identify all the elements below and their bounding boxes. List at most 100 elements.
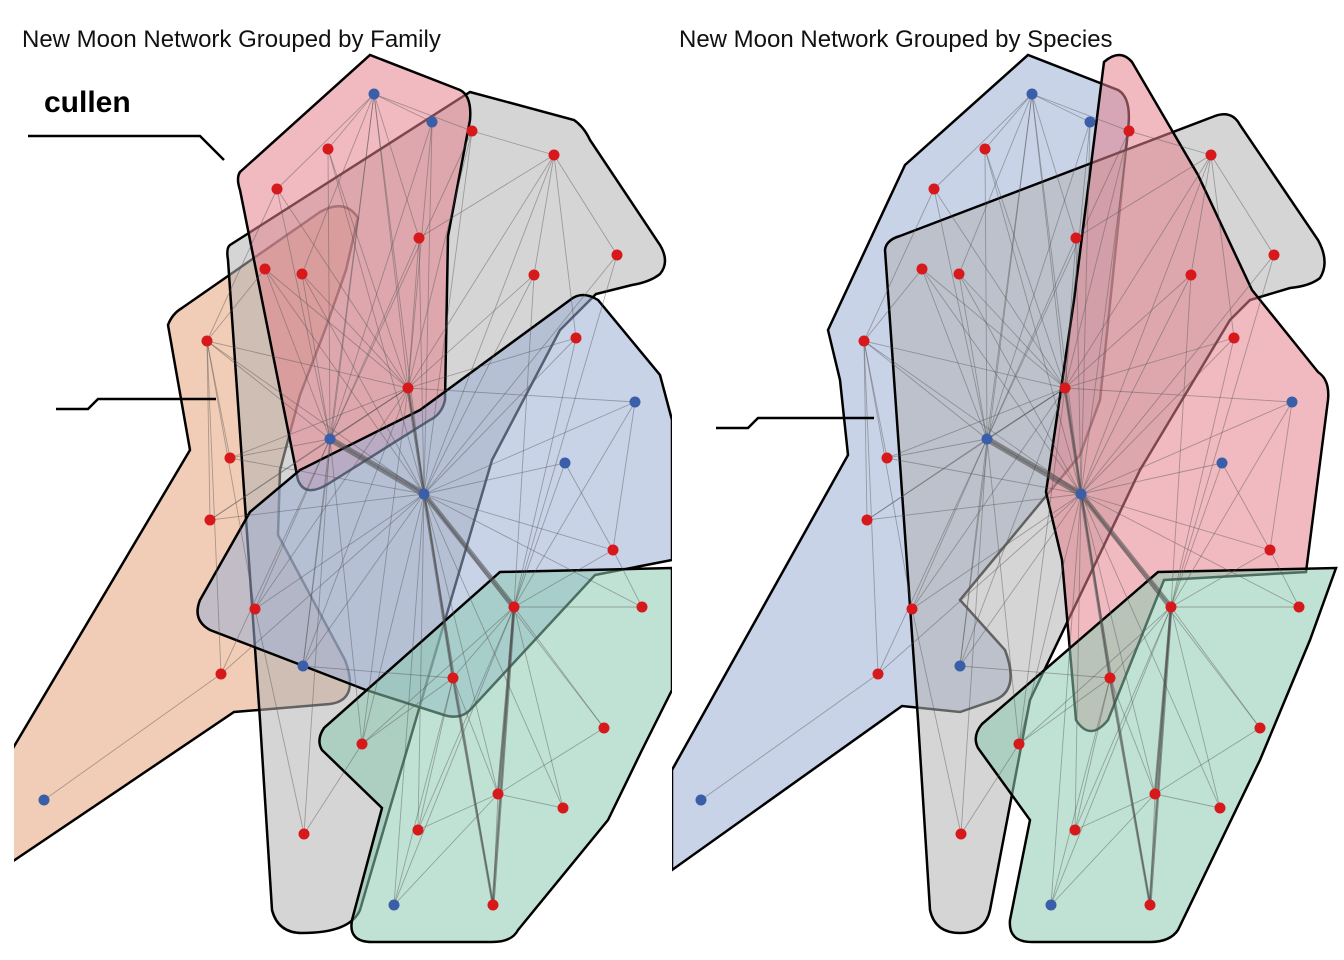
network-edge xyxy=(1128,130,1212,156)
network-edge xyxy=(958,93,1033,275)
network-edge xyxy=(1170,254,1275,608)
network-edge xyxy=(1079,493,1112,679)
right-network-panel xyxy=(672,53,1338,944)
network-edge xyxy=(302,93,375,667)
right-hulls xyxy=(672,53,1338,944)
node-red xyxy=(201,335,213,347)
network-edge xyxy=(986,387,1066,440)
network-edge xyxy=(264,268,409,389)
network-edge xyxy=(327,93,375,150)
network-edge xyxy=(513,549,614,608)
node-red xyxy=(636,601,648,613)
network-edge xyxy=(866,493,1082,521)
network-edge xyxy=(1050,677,1111,906)
network-edge xyxy=(959,387,1066,667)
network-edge xyxy=(513,462,566,608)
network-edge xyxy=(886,387,1066,459)
network-edge xyxy=(984,148,988,440)
network-edge xyxy=(423,154,555,495)
network-edge xyxy=(254,493,425,610)
node-red xyxy=(928,183,940,195)
node-red xyxy=(487,899,499,911)
network-edge xyxy=(417,493,425,831)
network-edge xyxy=(1108,677,1152,906)
node-blue xyxy=(629,396,641,408)
network-edge xyxy=(254,387,409,610)
network-edge xyxy=(1170,337,1235,608)
node-blue xyxy=(954,660,966,672)
network-edge xyxy=(373,93,433,123)
network-edge xyxy=(407,237,420,389)
node-blue xyxy=(1084,116,1096,128)
network-edge xyxy=(1064,387,1293,403)
node-red xyxy=(916,263,928,275)
network-edge xyxy=(933,93,1033,190)
network-edge xyxy=(1079,492,1173,609)
node-red xyxy=(492,788,504,800)
network-edge xyxy=(863,188,935,342)
network-edge xyxy=(423,493,499,795)
network-edge xyxy=(1170,606,1261,729)
node-red xyxy=(1293,601,1305,613)
network-edge xyxy=(302,438,331,667)
network-edge xyxy=(863,340,988,440)
network-edge xyxy=(1269,401,1293,551)
node-red xyxy=(1104,672,1116,684)
network-edge xyxy=(329,130,473,440)
network-edge xyxy=(960,743,1020,835)
network-edge xyxy=(327,148,425,495)
node-red xyxy=(412,824,424,836)
network-edge xyxy=(911,387,1066,610)
network-edge xyxy=(1064,121,1091,389)
network-edge xyxy=(209,387,409,521)
node-red xyxy=(1165,601,1177,613)
network-edge xyxy=(1170,606,1221,809)
network-edge xyxy=(958,273,1066,389)
network-edge xyxy=(329,237,420,440)
network-edge xyxy=(564,462,614,551)
network-edge xyxy=(1080,154,1212,495)
network-edge xyxy=(1080,462,1223,495)
network-edge xyxy=(423,121,433,495)
node-blue xyxy=(388,899,400,911)
network-edge xyxy=(1074,493,1082,831)
node-red xyxy=(1254,722,1266,734)
network-edge xyxy=(911,438,988,610)
node-blue xyxy=(1216,457,1228,469)
node-red xyxy=(1070,232,1082,244)
network-edge xyxy=(1031,93,1082,495)
network-edge xyxy=(206,340,425,495)
network-edge xyxy=(1031,93,1066,389)
node-red xyxy=(607,544,619,556)
network-edge xyxy=(303,743,363,835)
network-edge xyxy=(1109,677,1156,795)
node-red xyxy=(322,143,334,155)
network-edge xyxy=(209,493,425,521)
network-edge xyxy=(1018,677,1111,745)
network-edge xyxy=(1031,93,1130,132)
network-edge xyxy=(451,677,495,906)
right-nodes xyxy=(695,88,1305,911)
node-red xyxy=(955,828,967,840)
network-edge xyxy=(423,462,566,495)
node-red xyxy=(413,232,425,244)
network-edge xyxy=(301,273,425,495)
node-blue xyxy=(368,88,380,100)
node-red xyxy=(224,452,236,464)
network-edge xyxy=(329,121,433,440)
family-label-cullen: cullen xyxy=(44,86,131,119)
network-edge xyxy=(1153,606,1173,795)
network-edge xyxy=(452,677,499,795)
node-red xyxy=(298,828,310,840)
network-edge xyxy=(1080,130,1130,495)
network-edge xyxy=(933,188,1066,389)
node-blue xyxy=(297,660,309,672)
network-edge xyxy=(303,438,331,835)
node-red xyxy=(872,668,884,680)
network-edge xyxy=(984,93,1033,150)
network-edge xyxy=(302,387,409,667)
network-edge xyxy=(373,93,420,239)
network-edge xyxy=(1080,274,1192,495)
network-edge xyxy=(254,438,331,610)
